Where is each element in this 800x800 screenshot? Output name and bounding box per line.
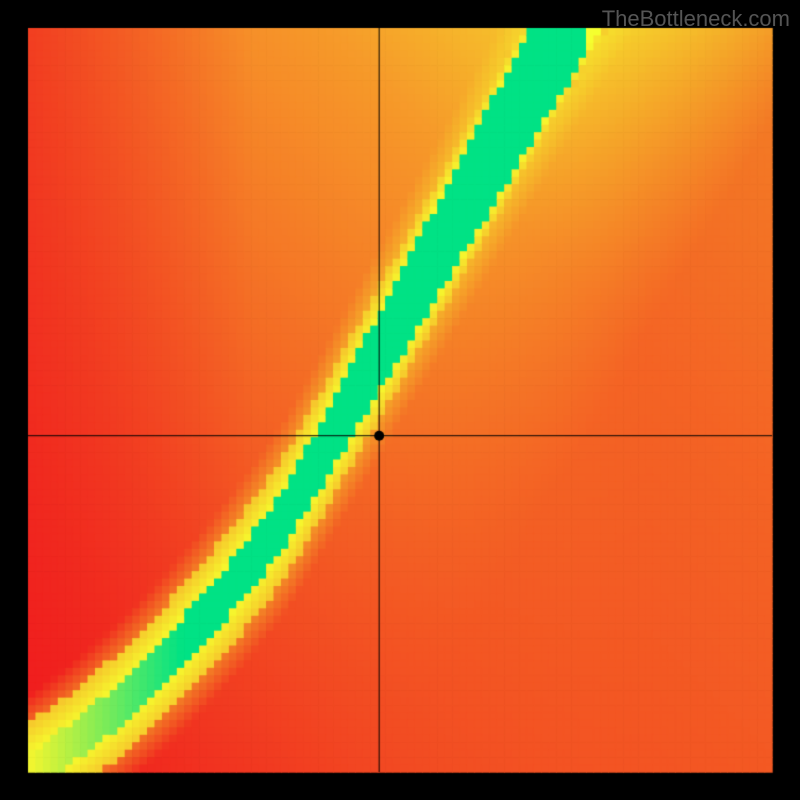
chart-container: TheBottleneck.com bbox=[0, 0, 800, 800]
watermark-text: TheBottleneck.com bbox=[602, 6, 790, 32]
heatmap-canvas bbox=[0, 0, 800, 800]
